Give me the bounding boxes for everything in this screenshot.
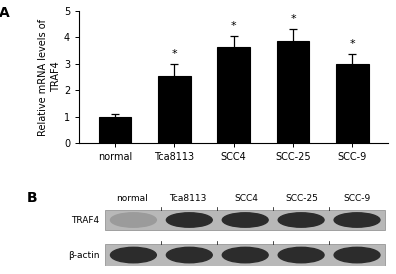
Text: *: * [171,49,177,59]
Text: *: * [231,21,236,31]
Text: SCC-25: SCC-25 [285,194,318,203]
Ellipse shape [278,247,324,263]
Ellipse shape [166,247,212,263]
Ellipse shape [113,251,154,259]
Ellipse shape [340,214,374,226]
Ellipse shape [284,214,318,226]
Ellipse shape [337,216,378,224]
Bar [336,64,369,143]
Text: *: * [290,14,296,24]
Text: A: A [0,6,10,20]
Ellipse shape [340,248,374,262]
Ellipse shape [110,247,156,263]
Y-axis label: Relative mRNA levels of
TRAF4: Relative mRNA levels of TRAF4 [38,19,61,136]
Ellipse shape [172,248,206,262]
Bar [158,76,190,143]
Ellipse shape [225,216,266,224]
Ellipse shape [334,247,380,263]
Ellipse shape [278,213,324,227]
FancyBboxPatch shape [105,244,385,266]
Text: B: B [27,191,37,205]
Ellipse shape [284,248,318,262]
Text: normal: normal [116,194,148,203]
Bar [217,47,250,143]
Ellipse shape [228,214,263,226]
Text: Tca8113: Tca8113 [169,194,206,203]
Text: SCC-9: SCC-9 [344,194,371,203]
Ellipse shape [228,248,263,262]
Ellipse shape [113,216,154,224]
Ellipse shape [169,216,210,224]
Text: SCC4: SCC4 [234,194,258,203]
Ellipse shape [166,213,212,227]
Text: *: * [350,39,355,49]
Bar [99,117,131,143]
Ellipse shape [280,251,322,259]
Ellipse shape [172,214,206,226]
Ellipse shape [280,216,322,224]
FancyBboxPatch shape [105,210,385,230]
Ellipse shape [222,213,268,227]
Text: β-actin: β-actin [68,250,99,259]
Ellipse shape [334,213,380,227]
Ellipse shape [222,247,268,263]
Bar [277,41,309,143]
Text: TRAF4: TRAF4 [71,216,99,224]
Ellipse shape [116,248,150,262]
Ellipse shape [116,214,150,226]
Ellipse shape [337,251,378,259]
Ellipse shape [110,213,156,227]
Ellipse shape [169,251,210,259]
Ellipse shape [225,251,266,259]
